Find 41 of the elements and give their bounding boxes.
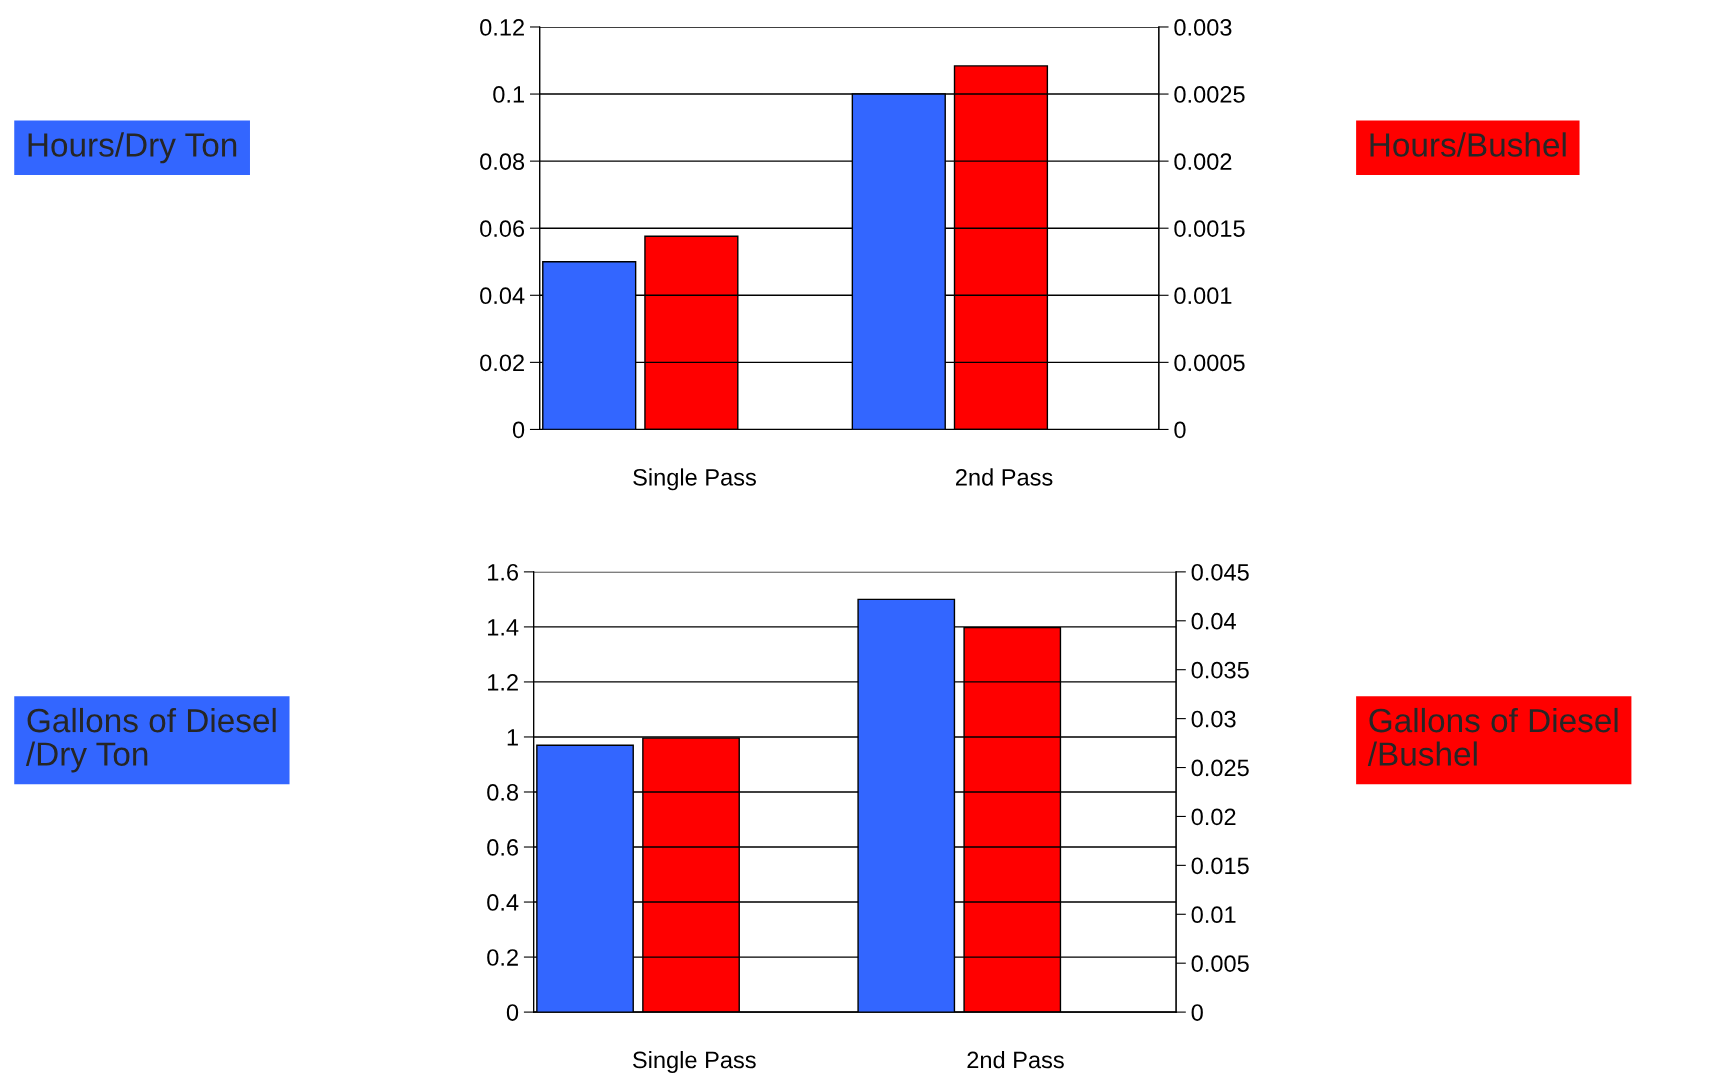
y-tick-label: 0.02 — [480, 354, 524, 372]
y-tick-label: 0.6 — [487, 839, 519, 856]
y2-tick-label: 0.025 — [1191, 759, 1249, 777]
y-tick-label: 0.06 — [480, 220, 525, 237]
y-axis-title: Hours/Dry Ton — [28, 132, 237, 164]
y2-axis-title: Gallons of Diesel /Bushel — [1367, 707, 1618, 766]
y2-tick-label: 0.045 — [1191, 563, 1249, 581]
x-tick-label: Single Pass — [632, 1050, 756, 1073]
y2-tick-label: 0.001 — [1174, 287, 1232, 305]
y2-tick-label: 0.003 — [1174, 19, 1232, 36]
x-tick-label: Single Pass — [633, 468, 756, 491]
y2-axis-title: Hours/Bushel — [1370, 132, 1566, 157]
y-tick-label: 0.4 — [487, 894, 519, 911]
y2-tick-label: 0.035 — [1191, 661, 1249, 679]
y2-tick-label: 0.015 — [1191, 857, 1249, 875]
y-tick-label: 0.12 — [480, 19, 524, 36]
y2-tick-label: 0.0025 — [1174, 86, 1245, 103]
y-tick-label: 0 — [506, 1004, 519, 1021]
y-tick-label: 0.1 — [493, 86, 524, 103]
y-tick-label: 1.2 — [488, 674, 518, 691]
y-tick-label: 0.8 — [487, 784, 519, 801]
y-tick-label: 1.6 — [488, 563, 519, 581]
y2-tick-label: 0 — [1191, 1004, 1203, 1021]
y-tick-label: 0 — [512, 421, 525, 439]
y2-tick-label: 0.005 — [1191, 955, 1249, 972]
y2-tick-label: 0.002 — [1174, 153, 1232, 170]
y-tick-label: 1.4 — [488, 619, 519, 636]
y-tick-label: 1 — [507, 729, 518, 746]
y2-tick-label: 0.04 — [1191, 612, 1236, 630]
y-tick-label: 0.04 — [480, 287, 525, 305]
x-tick-label: 2nd Pass — [967, 1050, 1064, 1069]
y2-tick-label: 0 — [1174, 421, 1186, 439]
x-tick-label: 2nd Pass — [956, 468, 1053, 486]
y2-tick-label: 0.0015 — [1174, 220, 1245, 237]
y2-tick-label: 0.02 — [1191, 808, 1236, 826]
y2-tick-label: 0.03 — [1191, 710, 1236, 728]
y-tick-label: 0.2 — [487, 949, 518, 966]
y2-tick-label: 0.0005 — [1174, 354, 1245, 372]
y-axis-title: Gallons of Diesel /Dry Ton — [25, 707, 276, 773]
y2-tick-label: 0.01 — [1191, 906, 1236, 924]
y-tick-label: 0.08 — [480, 153, 525, 170]
